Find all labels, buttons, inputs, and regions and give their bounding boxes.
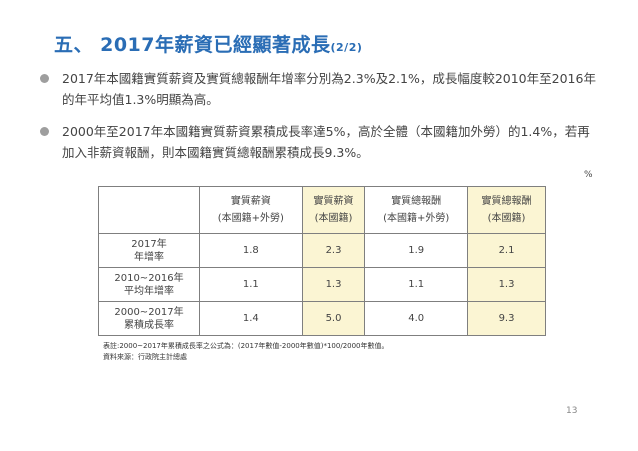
bullet-item: 2017年本國籍實質薪資及實質總報酬年增率分別為2.3%及2.1%，成長幅度較2…	[40, 68, 600, 110]
formula-note: 表註:2000~2017年累積成長率之公式為：(2017年數值-2000年數值)…	[103, 342, 389, 350]
bullet-item: 2000年至2017年本國籍實質薪資累積成長率達5%，高於全體（本國籍加外勞）的…	[40, 121, 600, 163]
table-cell: 1.4	[199, 301, 303, 336]
table-cell: 1.1	[199, 267, 303, 302]
table-corner-cell	[98, 186, 200, 234]
row-header: 2017年 年增率	[98, 233, 200, 268]
bullet-text: 2000年至2017年本國籍實質薪資累積成長率達5%，高於全體（本國籍加外勞）的…	[62, 124, 590, 160]
wage-growth-table: 實質薪資 (本國籍+外勞) 實質薪資 (本國籍) 實質總報酬 (本國籍+外勞) 實質總…	[98, 186, 546, 336]
table-notes: 表註:2000~2017年累積成長率之公式為：(2017年數值-2000年數值)…	[103, 341, 389, 363]
table-cell: 2.3	[301, 233, 366, 268]
slide-title: 五、 2017年薪資已經顯著成長(2/2)	[54, 30, 362, 57]
table-unit-label: %	[584, 170, 593, 180]
table-cell: 1.1	[364, 267, 469, 302]
table-row: 2017年 年增率 1.8 2.3 1.9 2.1	[98, 233, 546, 268]
source-note: 資料來源：行政院主計總處	[103, 353, 187, 361]
table-row: 2010~2016年 平均年增率 1.1 1.3 1.1 1.3	[98, 267, 546, 302]
table-cell: 1.9	[364, 233, 469, 268]
bullet-dot-icon	[40, 127, 49, 136]
table-row: 2000~2017年 累積成長率 1.4 5.0 4.0 9.3	[98, 301, 546, 336]
page-number: 13	[566, 406, 578, 416]
table-cell: 1.8	[199, 233, 303, 268]
bullet-list: 2017年本國籍實質薪資及實質總報酬年增率分別為2.3%及2.1%，成長幅度較2…	[40, 68, 600, 174]
table-cell: 5.0	[301, 301, 366, 336]
row-header: 2010~2016年 平均年增率	[98, 267, 200, 302]
column-header: 實質薪資 (本國籍+外勞)	[199, 186, 303, 234]
table-header-row: 實質薪資 (本國籍+外勞) 實質薪資 (本國籍) 實質總報酬 (本國籍+外勞) 實質總…	[98, 186, 546, 234]
row-header: 2000~2017年 累積成長率	[98, 301, 200, 336]
table-cell: 9.3	[467, 301, 546, 336]
slide-title-sub: (2/2)	[330, 41, 363, 54]
bullet-text: 2017年本國籍實質薪資及實質總報酬年增率分別為2.3%及2.1%，成長幅度較2…	[62, 71, 596, 107]
table-cell: 4.0	[364, 301, 469, 336]
column-header: 實質總報酬 (本國籍+外勞)	[364, 186, 469, 234]
bullet-dot-icon	[40, 74, 49, 83]
column-header: 實質薪資 (本國籍)	[301, 186, 366, 234]
column-header: 實質總報酬 (本國籍)	[467, 186, 546, 234]
table-cell: 1.3	[467, 267, 546, 302]
table-cell: 1.3	[301, 267, 366, 302]
slide-title-main: 五、 2017年薪資已經顯著成長	[54, 34, 331, 56]
table-cell: 2.1	[467, 233, 546, 268]
